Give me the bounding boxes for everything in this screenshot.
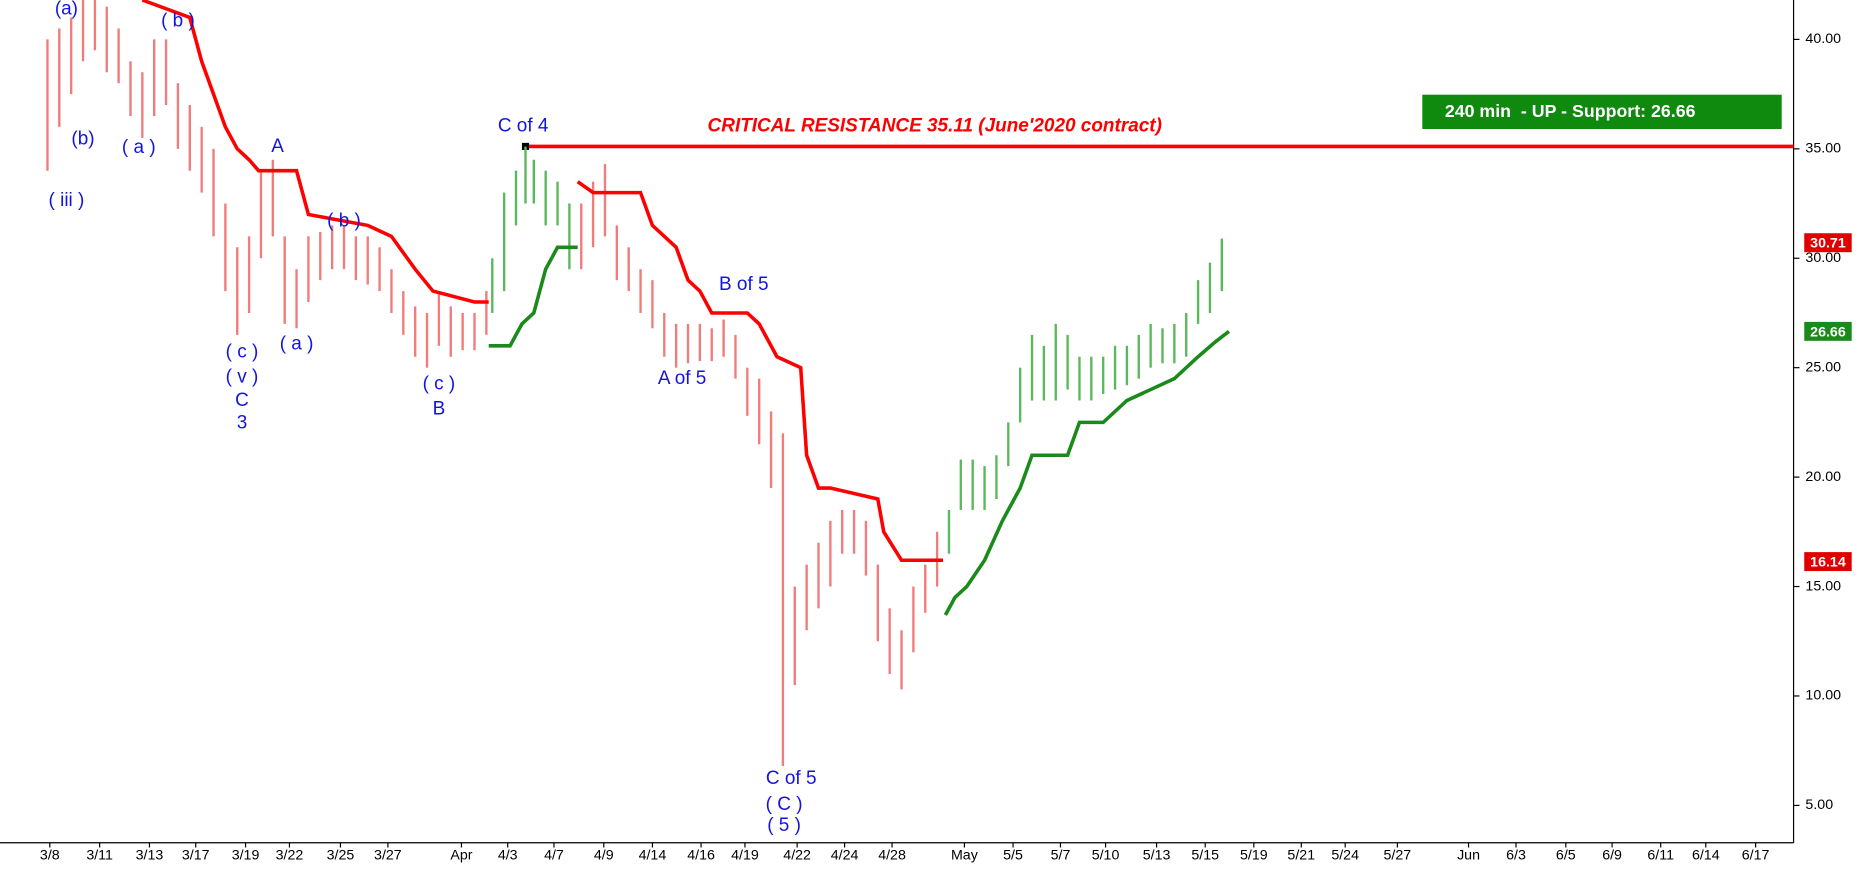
trailing-stop <box>576 180 944 563</box>
price-marker-label: 30.71 <box>1810 236 1846 252</box>
x-tick-label: 3/13 <box>136 848 164 864</box>
wave-label: C of 4 <box>498 116 549 137</box>
wave-label: ( c ) <box>423 374 456 395</box>
x-tick-label: 4/16 <box>687 848 715 864</box>
wave-label: B of 5 <box>719 274 769 295</box>
x-tick-label: 3/8 <box>40 848 60 864</box>
x-tick-label: 5/7 <box>1051 848 1071 864</box>
price-marker <box>1804 321 1852 341</box>
wave-label: C of 5 <box>766 768 817 789</box>
y-tick-label: 15.00 <box>1805 578 1841 594</box>
x-tick-label: 5/21 <box>1287 848 1315 864</box>
trailing-stop <box>141 0 489 304</box>
y-tick-label: 40.00 <box>1805 31 1841 47</box>
x-tick-label: 4/9 <box>594 848 614 864</box>
wave-label: ( a ) <box>280 333 314 354</box>
x-tick-label: 6/14 <box>1692 848 1720 864</box>
x-tick-label: 6/5 <box>1556 848 1576 864</box>
y-tick-label: 30.00 <box>1805 250 1841 266</box>
x-tick-label: 5/24 <box>1331 848 1359 864</box>
price-marker <box>1804 233 1852 253</box>
y-tick-label: 20.00 <box>1805 469 1841 485</box>
y-tick-label: 35.00 <box>1805 141 1841 157</box>
x-tick-label: 4/22 <box>783 848 811 864</box>
trailing-stop <box>488 245 578 348</box>
x-tick-label: 4/7 <box>544 848 564 864</box>
wave-label: A <box>271 136 284 157</box>
wave-label: ( v ) <box>226 367 259 388</box>
x-tick-label: 3/22 <box>276 848 304 864</box>
y-tick-label: 10.00 <box>1805 688 1841 704</box>
trailing-stop <box>943 329 1231 616</box>
price-marker <box>1804 552 1852 572</box>
resistance-start <box>521 142 530 150</box>
wave-label: ( b ) <box>161 10 195 31</box>
wave-label: (b) <box>71 129 94 150</box>
y-tick-label: 25.00 <box>1805 359 1841 375</box>
x-tick-label: 5/27 <box>1384 848 1412 864</box>
x-tick-label: 4/28 <box>878 848 906 864</box>
wave-label: ( C ) <box>766 794 803 815</box>
x-tick-label: 3/25 <box>327 848 355 864</box>
wave-label: ( c ) <box>226 342 259 363</box>
x-tick-label: 4/19 <box>731 848 759 864</box>
x-tick-label: 6/9 <box>1602 848 1622 864</box>
price-marker-label: 26.66 <box>1810 324 1846 340</box>
x-tick-label: 5/19 <box>1240 848 1268 864</box>
wave-label: ( b ) <box>327 210 361 231</box>
x-tick-label: 3/19 <box>232 848 260 864</box>
info-box <box>1422 94 1782 130</box>
x-tick-label: 5/10 <box>1092 848 1120 864</box>
resistance-label: CRITICAL RESISTANCE 35.11 (June'2020 con… <box>708 116 1162 137</box>
x-tick-label: Apr <box>450 848 472 864</box>
wave-label: C <box>235 390 249 411</box>
x-tick-label: 6/3 <box>1506 848 1526 864</box>
x-tick-label: 6/11 <box>1647 848 1674 864</box>
x-tick-label: 3/11 <box>86 848 113 864</box>
x-tick-label: Jun <box>1457 848 1480 864</box>
wave-label: A of 5 <box>658 368 706 389</box>
wave-label: B <box>433 399 446 420</box>
x-tick-label: 4/14 <box>639 848 667 864</box>
x-tick-label: 6/17 <box>1742 848 1770 864</box>
x-tick-label: 5/13 <box>1143 848 1171 864</box>
wave-label: (a) <box>55 0 78 19</box>
x-tick-label: 4/24 <box>831 848 859 864</box>
wave-label: 3 <box>237 413 248 434</box>
x-tick-label: May <box>951 848 979 864</box>
x-tick-label: 3/17 <box>182 848 210 864</box>
wave-label: ( iii ) <box>49 190 85 211</box>
wave-label: ( 5 ) <box>767 815 801 836</box>
x-tick-label: 5/5 <box>1003 848 1023 864</box>
y-tick-label: 5.00 <box>1805 797 1833 813</box>
info-box-text: 240 min - UP - Support: 26.66 <box>1445 101 1696 121</box>
price-marker-label: 16.14 <box>1810 555 1846 571</box>
wave-label: ( a ) <box>122 137 156 158</box>
x-tick-label: 4/3 <box>498 848 518 864</box>
x-tick-label: 5/15 <box>1191 848 1219 864</box>
x-tick-label: 3/27 <box>374 848 402 864</box>
